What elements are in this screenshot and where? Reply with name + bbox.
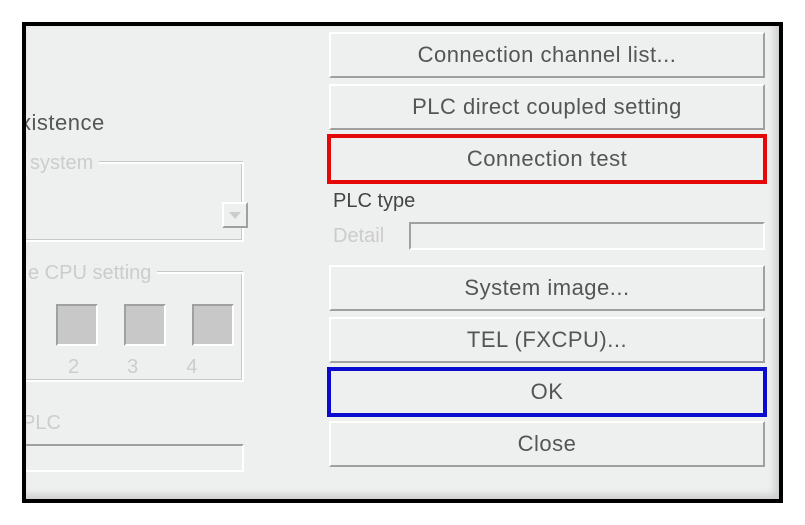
connection-channel-list-button[interactable]: Connection channel list... [329,32,765,78]
ok-button[interactable]: OK [329,369,765,415]
button-label: PLC direct coupled setting [412,94,682,120]
button-label: System image... [464,275,629,301]
system-dropdown-arrow[interactable] [222,202,248,228]
button-label: Connection channel list... [418,42,677,68]
plc-label: PLC [22,412,61,435]
cpu-slot[interactable] [56,304,98,346]
plc-field[interactable] [22,444,244,472]
cpu-number: 3 [127,356,138,379]
right-panel: Connection channel list... PLC direct co… [321,26,779,499]
plc-direct-coupled-setting-button[interactable]: PLC direct coupled setting [329,84,765,130]
plc-type-label: PLC type [333,190,765,213]
detail-field[interactable] [409,222,765,250]
cpu-group-label: e CPU setting [22,262,157,285]
dialog-body: xistence system e CPU setting 2 3 4 PLC … [26,26,779,499]
existence-label: xistence [22,110,105,136]
cpu-slot[interactable] [124,304,166,346]
button-label: Connection test [467,146,627,172]
cpu-number: 4 [186,356,197,379]
connection-test-button[interactable]: Connection test [329,136,765,182]
system-group-label: system [24,152,99,175]
dialog-frame: xistence system e CPU setting 2 3 4 PLC … [22,22,783,503]
detail-label: Detail [329,225,399,248]
button-label: Close [518,431,577,457]
tel-fxcpu-button[interactable]: TEL (FXCPU)... [329,317,765,363]
detail-row: Detail [329,213,765,259]
plc-type-section: PLC type Detail [329,188,765,259]
cpu-slot-row [56,304,234,346]
button-label: TEL (FXCPU)... [467,327,627,353]
cpu-slot-numbers: 2 3 4 [68,356,197,379]
cpu-slot[interactable] [192,304,234,346]
button-label: OK [531,379,564,405]
system-image-button[interactable]: System image... [329,265,765,311]
close-button[interactable]: Close [329,421,765,467]
cpu-number: 2 [68,356,79,379]
left-panel: xistence system e CPU setting 2 3 4 PLC [26,26,321,499]
